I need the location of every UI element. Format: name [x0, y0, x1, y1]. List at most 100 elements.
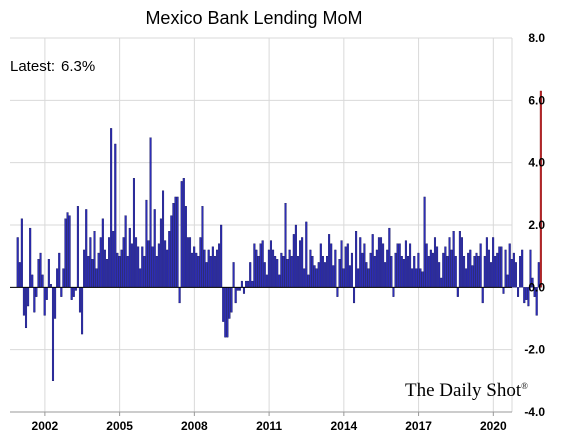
- bar-latest: [539, 90, 542, 288]
- y-tick-label: 4.0: [528, 156, 545, 170]
- bar: [226, 287, 229, 338]
- bar: [29, 227, 32, 288]
- bar: [101, 218, 104, 288]
- bar: [222, 287, 225, 322]
- bar: [523, 287, 526, 304]
- bar: [47, 259, 50, 288]
- bar: [147, 240, 150, 288]
- bar: [276, 259, 279, 288]
- bar: [330, 243, 333, 288]
- bar: [479, 243, 482, 288]
- bar: [440, 277, 443, 288]
- bar: [458, 231, 461, 288]
- bar: [20, 218, 23, 288]
- bar: [404, 240, 407, 288]
- bar: [340, 240, 343, 288]
- bar: [456, 287, 459, 297]
- bar: [504, 249, 507, 288]
- bar: [263, 262, 266, 288]
- bar: [498, 246, 501, 288]
- bar: [45, 287, 48, 300]
- bar: [386, 249, 389, 288]
- bar: [350, 252, 353, 288]
- bar: [409, 243, 412, 288]
- bar: [87, 255, 90, 288]
- bar: [168, 231, 171, 288]
- x-tick-label: 2014: [330, 419, 357, 433]
- chart-title: Mexico Bank Lending MoM: [145, 8, 362, 28]
- bar: [137, 246, 140, 288]
- bar: [66, 212, 69, 288]
- bar: [348, 265, 351, 288]
- bar: [485, 237, 488, 288]
- bar: [492, 237, 495, 288]
- bar: [338, 259, 341, 288]
- bar: [483, 255, 486, 288]
- latest-label: Latest:: [10, 58, 55, 75]
- bar: [205, 262, 208, 288]
- bar: [342, 268, 345, 288]
- bar: [39, 252, 42, 288]
- bar: [112, 231, 115, 288]
- bar: [257, 255, 260, 288]
- y-tick-label: 2.0: [528, 218, 545, 232]
- bar: [444, 246, 447, 288]
- bar: [182, 178, 185, 288]
- bar: [255, 249, 258, 288]
- bar: [247, 280, 250, 288]
- bar: [159, 218, 162, 288]
- bar: [110, 128, 113, 288]
- bar: [419, 268, 422, 288]
- bar: [240, 280, 243, 288]
- bar: [114, 143, 117, 288]
- bar: [116, 252, 119, 288]
- bar: [261, 240, 264, 288]
- bar: [315, 268, 318, 288]
- bar: [305, 221, 308, 288]
- bar: [506, 274, 509, 288]
- bar: [533, 287, 536, 297]
- bar: [41, 274, 44, 288]
- bar: [317, 262, 320, 288]
- bar: [203, 249, 206, 288]
- bar: [164, 240, 167, 288]
- bar: [423, 196, 426, 288]
- bar: [186, 237, 189, 288]
- bar: [166, 249, 169, 288]
- bar: [130, 243, 133, 288]
- bar: [319, 243, 322, 288]
- bar: [517, 287, 520, 297]
- bar: [436, 246, 439, 288]
- y-tick-label: 6.0: [528, 93, 545, 107]
- bar: [193, 246, 196, 288]
- bar: [128, 227, 131, 288]
- bar: [512, 252, 515, 288]
- bar: [218, 243, 221, 288]
- bar: [249, 262, 252, 288]
- bar: [33, 287, 36, 313]
- bar: [514, 262, 517, 288]
- bar: [369, 252, 372, 288]
- bar: [431, 252, 434, 288]
- x-tick-label: 2002: [32, 419, 59, 433]
- bar: [58, 252, 61, 288]
- bar: [122, 237, 125, 288]
- bar: [510, 259, 513, 288]
- bar: [519, 255, 522, 288]
- bar: [450, 249, 453, 288]
- bar: [388, 227, 391, 288]
- bar: [427, 255, 430, 288]
- bar: [224, 287, 227, 338]
- bar: [332, 265, 335, 288]
- bar: [463, 255, 466, 288]
- bar: [64, 218, 67, 288]
- bar: [379, 237, 383, 288]
- bar: [143, 255, 146, 288]
- bar: [469, 249, 472, 288]
- bar: [141, 246, 144, 288]
- bar: [508, 243, 511, 288]
- bar: [448, 237, 451, 288]
- gridlines: [10, 37, 513, 413]
- bar: [176, 196, 179, 288]
